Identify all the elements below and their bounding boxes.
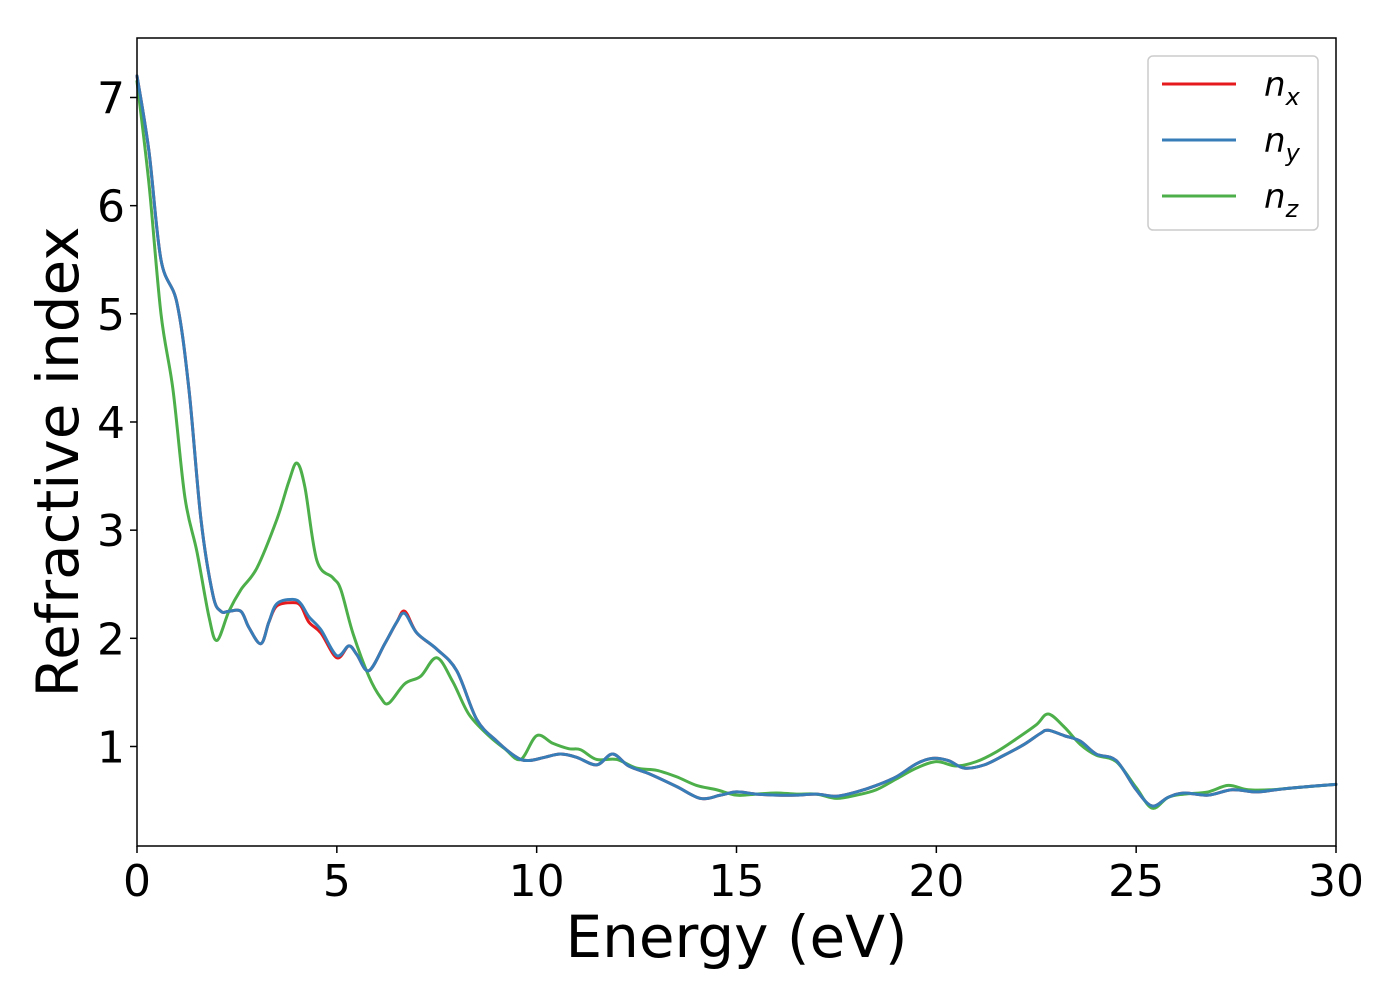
x-tick-label: 0 (123, 856, 151, 907)
y-tick-label: 6 (97, 182, 125, 233)
legend-box (1147, 55, 1319, 231)
series-layer (135, 74, 1338, 810)
y-tick-label: 1 (97, 722, 125, 773)
x-tick-label: 25 (1108, 856, 1164, 907)
x-tick-label: 20 (908, 856, 964, 907)
x-tick-label: 10 (509, 856, 565, 907)
series-line-n-z (135, 79, 1338, 810)
y-axis-label: Refractive index (24, 226, 92, 697)
x-axis-label: Energy (eV) (565, 903, 907, 971)
y-tick-label: 3 (97, 506, 125, 557)
y-tick-label: 4 (97, 398, 125, 449)
x-tick-label: 5 (323, 856, 351, 907)
x-tick-label: 30 (1308, 856, 1364, 907)
y-tick-label: 7 (97, 73, 125, 124)
axis-ticks: 0 5 10 15 20 25 30 1 2 3 4 5 6 7 (97, 73, 1364, 907)
series-line-n-y (135, 74, 1338, 808)
x-tick-label: 15 (709, 856, 765, 907)
y-tick-label: 2 (97, 614, 125, 665)
y-tick-label: 5 (97, 290, 125, 341)
